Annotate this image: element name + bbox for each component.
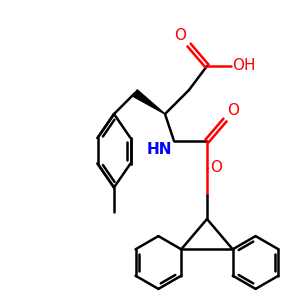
- Text: O: O: [227, 103, 239, 118]
- Text: OH: OH: [232, 58, 256, 74]
- Text: O: O: [210, 160, 222, 175]
- Polygon shape: [133, 90, 165, 114]
- Text: O: O: [175, 28, 187, 44]
- Text: HN: HN: [147, 142, 172, 158]
